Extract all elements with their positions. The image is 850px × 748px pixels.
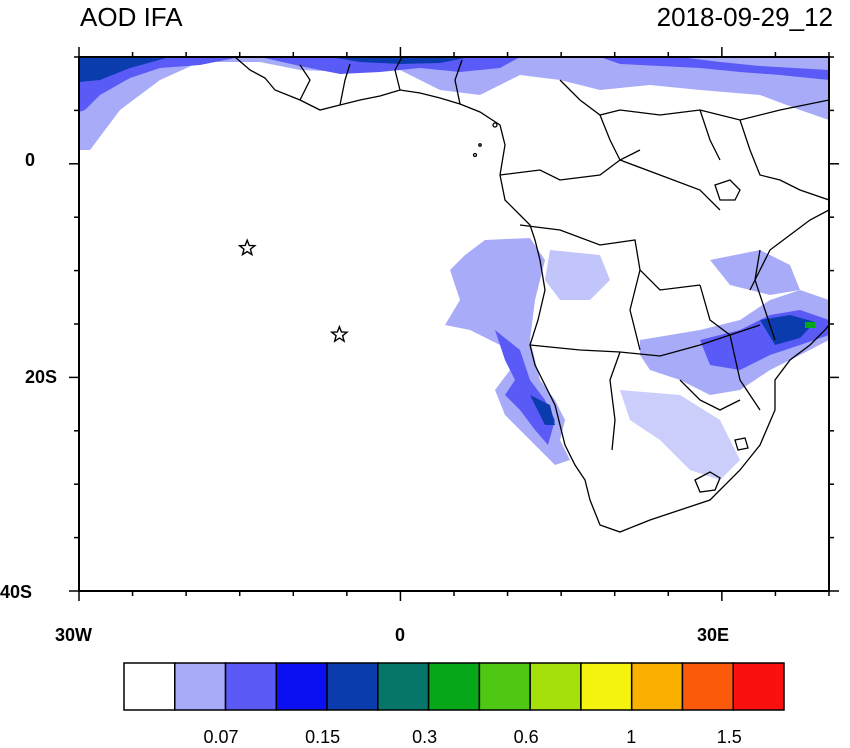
y-tick-label-20s: 20S <box>25 367 58 387</box>
x-tick-label-0: 0 <box>395 625 406 645</box>
x-tick-label-30w: 30W <box>55 625 93 645</box>
aod-field <box>79 57 829 480</box>
colorbar-label: 0.07 <box>203 727 239 747</box>
star-markers <box>237 238 349 343</box>
colorbar-label: 0.6 <box>513 727 539 747</box>
colorbar-label: 0.15 <box>305 727 341 747</box>
colorbar <box>123 662 785 711</box>
colorbar-swatch <box>681 662 734 711</box>
colorbar-swatch <box>123 662 176 711</box>
y-tick-label-40s: 40S <box>0 582 33 602</box>
map-title: AOD IFA <box>80 2 183 32</box>
map-timestamp: 2018-09-29_12 <box>656 2 833 32</box>
colorbar-label: 0.3 <box>412 727 438 747</box>
colorbar-swatch <box>224 662 278 711</box>
colorbar-swatch <box>732 662 785 711</box>
star-marker <box>329 324 349 343</box>
colorbar-swatch <box>427 662 481 711</box>
star-marker <box>237 238 257 257</box>
colorbar-swatch <box>275 662 328 711</box>
colorbar-swatch <box>326 662 379 711</box>
x-tick-label-30e: 30E <box>697 625 730 645</box>
colorbar-label: 1 <box>626 727 637 747</box>
colorbar-swatch <box>580 662 633 711</box>
colorbar-label: 1.5 <box>716 727 742 747</box>
colorbar-swatch <box>174 662 227 711</box>
colorbar-swatch <box>529 662 582 711</box>
y-tick-label-0: 0 <box>25 150 36 170</box>
axis-ticks <box>69 47 839 601</box>
colorbar-swatch <box>478 662 531 711</box>
colorbar-swatch <box>630 662 684 711</box>
coastlines <box>234 57 829 533</box>
colorbar-swatch <box>377 662 430 711</box>
